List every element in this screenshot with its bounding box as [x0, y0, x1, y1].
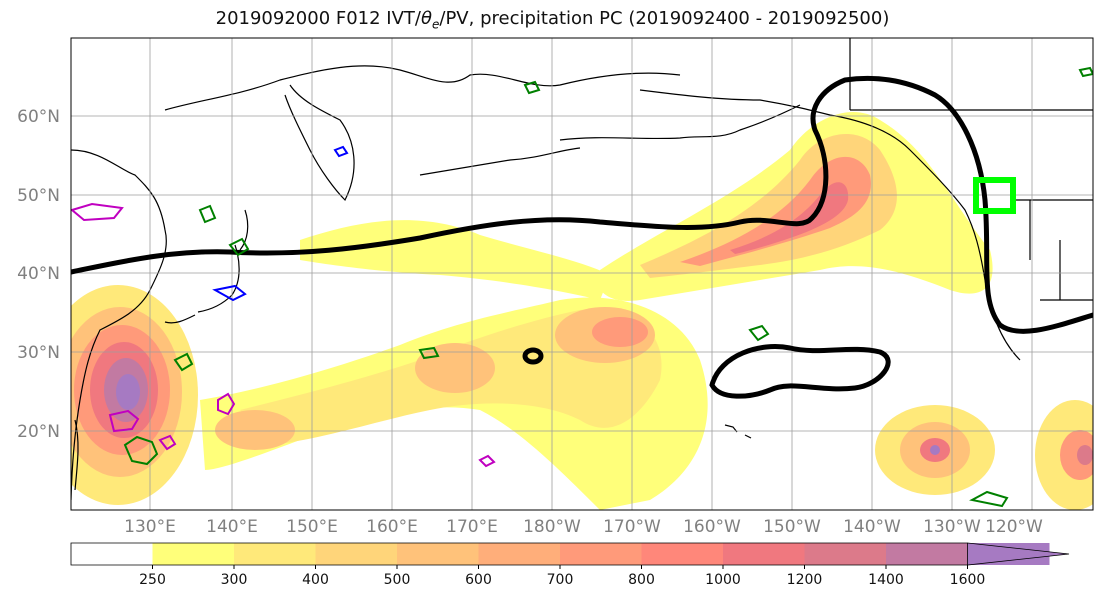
precip-contours [71, 66, 1093, 508]
lon-label-120w: 120°W [985, 517, 1043, 537]
colorbar-tick-label: 800 [628, 572, 655, 588]
lon-labels: 130°E 140°E 150°E 160°E 170°E 180°W 170°… [124, 517, 1043, 537]
lon-label-160w: 160°W [683, 517, 741, 537]
colorbar-tick-label: 1200 [787, 572, 823, 588]
lon-label-170w: 170°W [603, 517, 661, 537]
colorbar-segment [886, 543, 968, 565]
colorbar: 250 300 400 500 600 700 800 1000 1200 1400 1600 [70, 542, 1070, 588]
colorbar-segment [641, 543, 724, 565]
colorbar-tick-label: 1600 [950, 572, 986, 588]
pv-contour [71, 75, 1093, 399]
colorbar-border [70, 542, 968, 566]
colorbar-segment [560, 543, 642, 565]
lat-label-20: 20°N [17, 422, 60, 442]
colorbar-segment [152, 543, 235, 565]
lon-label-160e: 160°E [366, 517, 418, 537]
ivt-shading [71, 111, 1093, 510]
colorbar-segment [71, 543, 153, 565]
colorbar-segment [723, 543, 805, 565]
chart-title: 2019092000 F012 IVT/θe/PV, precipitation… [0, 8, 1105, 32]
colorbar-tick-label: 500 [384, 572, 411, 588]
colorbar-segment [397, 543, 479, 565]
title-theta: θ [420, 8, 432, 29]
highlight-box [973, 177, 1016, 214]
lat-label-40: 40°N [17, 264, 60, 284]
graticule [71, 38, 1093, 510]
colorbar-tick-label: 400 [302, 572, 329, 588]
lat-labels: 60°N 50°N 40°N 30°N 20°N [17, 107, 60, 442]
lon-label-130w: 130°W [923, 517, 981, 537]
colorbar-tick-label: 300 [221, 572, 248, 588]
lat-label-50: 50°N [17, 186, 60, 206]
lon-label-170e: 170°E [446, 517, 498, 537]
lon-label-180w: 180°W [523, 517, 581, 537]
lat-label-60: 60°N [17, 107, 60, 127]
map-layers [71, 38, 1093, 510]
title-theta-subscript: e [432, 17, 440, 32]
lat-label-30: 30°N [17, 343, 60, 363]
title-rest: /PV, precipitation PC (2019092400 - 2019… [439, 8, 890, 29]
map-border [70, 37, 1094, 511]
lon-label-140w: 140°W [843, 517, 901, 537]
title-main: 2019092000 F012 IVT/ [215, 8, 421, 29]
colorbar-segment [804, 543, 887, 565]
colorbar-segment [234, 543, 316, 565]
colorbar-extend-arrow [967, 542, 1070, 566]
colorbar-segment [478, 543, 561, 565]
colorbar-tick-label: 600 [465, 572, 492, 588]
lon-label-150w: 150°W [763, 517, 821, 537]
lon-label-150e: 150°E [286, 517, 338, 537]
colorbar-tick-label: 700 [547, 572, 574, 588]
colorbar-tick-label: 1000 [705, 572, 741, 588]
lon-label-140e: 140°E [206, 517, 258, 537]
colorbar-tick-label: 1400 [868, 572, 904, 588]
colorbar-segment [315, 543, 398, 565]
colorbar-tick-label: 250 [139, 572, 166, 588]
lon-label-130e: 130°E [124, 517, 176, 537]
